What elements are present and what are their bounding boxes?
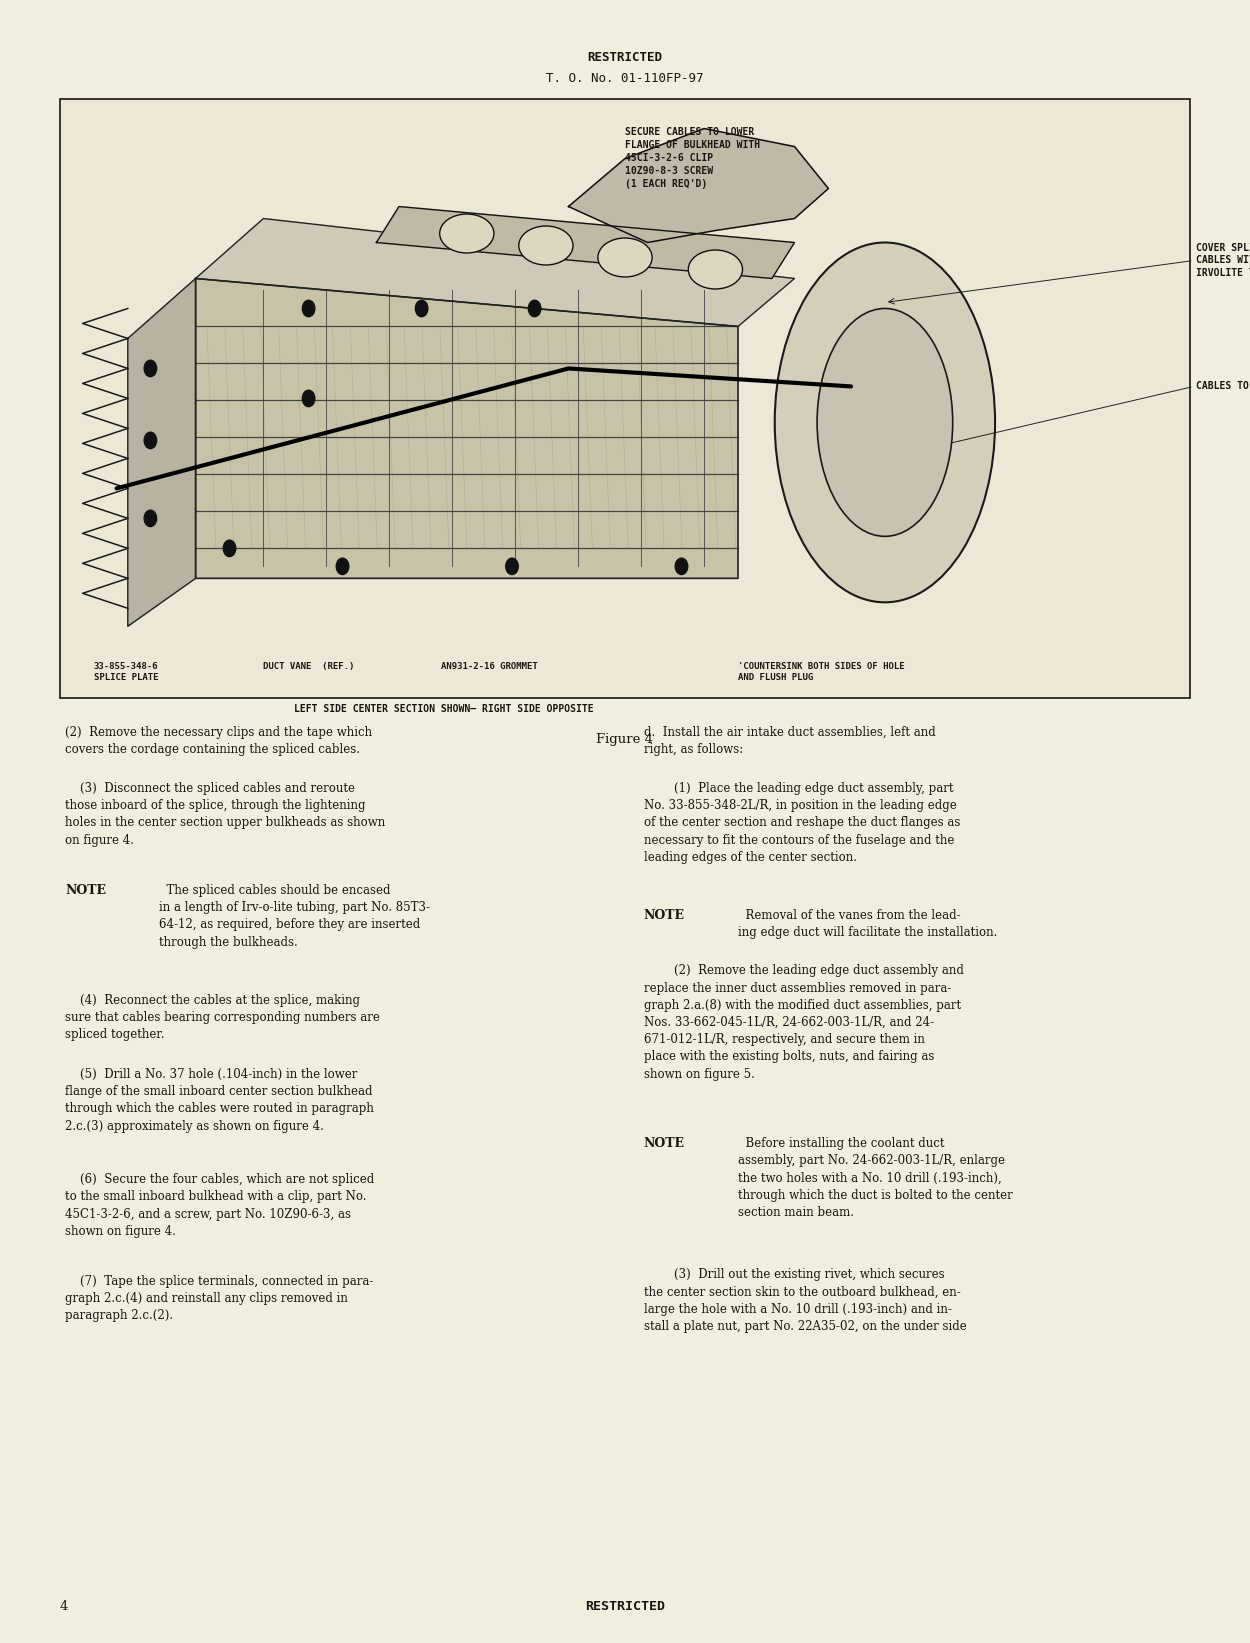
- Text: 4: 4: [60, 1600, 69, 1613]
- Text: Before installing the coolant duct
assembly, part No. 24-662-003-1L/R, enlarge
t: Before installing the coolant duct assem…: [738, 1137, 1013, 1219]
- Text: (5)  Drill a No. 37 hole (.104-inch) in the lower
flange of the small inboard ce: (5) Drill a No. 37 hole (.104-inch) in t…: [65, 1068, 374, 1132]
- Text: CABLES TO PICKUP UNITS: CABLES TO PICKUP UNITS: [1196, 381, 1250, 391]
- Text: DUCT VANE  (REF.): DUCT VANE (REF.): [264, 662, 355, 672]
- Text: COVER SPLICED
CABLES WITH
IRVOLITE TUBING: COVER SPLICED CABLES WITH IRVOLITE TUBIN…: [1196, 243, 1250, 278]
- Circle shape: [506, 559, 519, 575]
- Circle shape: [302, 301, 315, 317]
- Circle shape: [336, 559, 349, 575]
- Circle shape: [302, 391, 315, 406]
- Circle shape: [144, 432, 156, 449]
- Text: (3)  Disconnect the spliced cables and reroute
those inboard of the splice, thro: (3) Disconnect the spliced cables and re…: [65, 782, 385, 846]
- Polygon shape: [195, 278, 737, 578]
- Text: LEFT SIDE CENTER SECTION SHOWN— RIGHT SIDE OPPOSITE: LEFT SIDE CENTER SECTION SHOWN— RIGHT SI…: [295, 705, 594, 715]
- Polygon shape: [195, 219, 795, 327]
- Circle shape: [144, 360, 156, 376]
- Text: Removal of the vanes from the lead-
ing edge duct will facilitate the installati: Removal of the vanes from the lead- ing …: [738, 909, 998, 938]
- Text: 'COUNTERSINK BOTH SIDES OF HOLE
AND FLUSH PLUG: 'COUNTERSINK BOTH SIDES OF HOLE AND FLUS…: [738, 662, 905, 682]
- Polygon shape: [376, 207, 795, 278]
- Text: SECURE CABLES TO LOWER
FLANGE OF BULKHEAD WITH
45CI-3-2-6 CLIP
10Z90-8-3 SCREW
(: SECURE CABLES TO LOWER FLANGE OF BULKHEA…: [625, 128, 760, 189]
- Polygon shape: [569, 128, 829, 243]
- Text: (2)  Remove the leading edge duct assembly and
replace the inner duct assemblies: (2) Remove the leading edge duct assembl…: [644, 964, 964, 1081]
- Text: AN931-2-16 GROMMET: AN931-2-16 GROMMET: [441, 662, 538, 672]
- Ellipse shape: [598, 238, 652, 278]
- Text: RESTRICTED: RESTRICTED: [585, 1600, 665, 1613]
- Polygon shape: [127, 278, 195, 626]
- Text: T. O. No. 01-110FP-97: T. O. No. 01-110FP-97: [546, 72, 704, 85]
- Ellipse shape: [440, 214, 494, 253]
- Text: (1)  Place the leading edge duct assembly, part
No. 33-855-348-2L/R, in position: (1) Place the leading edge duct assembly…: [644, 782, 960, 864]
- Circle shape: [415, 301, 428, 317]
- Text: NOTE: NOTE: [644, 909, 685, 922]
- Ellipse shape: [519, 227, 572, 265]
- Text: d.  Install the air intake duct assemblies, left and
right, as follows:: d. Install the air intake duct assemblie…: [644, 726, 935, 756]
- Text: (3)  Drill out the existing rivet, which secures
the center section skin to the : (3) Drill out the existing rivet, which …: [644, 1268, 966, 1332]
- Circle shape: [675, 559, 688, 575]
- Ellipse shape: [775, 243, 995, 603]
- Text: (7)  Tape the splice terminals, connected in para-
graph 2.c.(4) and reinstall a: (7) Tape the splice terminals, connected…: [65, 1275, 374, 1323]
- Text: (4)  Reconnect the cables at the splice, making
sure that cables bearing corresp: (4) Reconnect the cables at the splice, …: [65, 994, 380, 1042]
- Circle shape: [224, 541, 236, 557]
- Text: Figure 4: Figure 4: [596, 733, 654, 746]
- Circle shape: [529, 301, 541, 317]
- Circle shape: [144, 511, 156, 526]
- Text: RESTRICTED: RESTRICTED: [588, 51, 663, 64]
- Text: (2)  Remove the necessary clips and the tape which
covers the cordage containing: (2) Remove the necessary clips and the t…: [65, 726, 372, 756]
- Text: 33-855-348-6
SPLICE PLATE: 33-855-348-6 SPLICE PLATE: [94, 662, 159, 682]
- Text: The spliced cables should be encased
in a length of Irv-o-lite tubing, part No. : The spliced cables should be encased in …: [159, 884, 430, 948]
- Ellipse shape: [689, 250, 742, 289]
- Ellipse shape: [818, 309, 952, 536]
- Text: NOTE: NOTE: [644, 1137, 685, 1150]
- Text: NOTE: NOTE: [65, 884, 106, 897]
- Text: (6)  Secure the four cables, which are not spliced
to the small inboard bulkhead: (6) Secure the four cables, which are no…: [65, 1173, 374, 1237]
- Bar: [60, 99, 1190, 698]
